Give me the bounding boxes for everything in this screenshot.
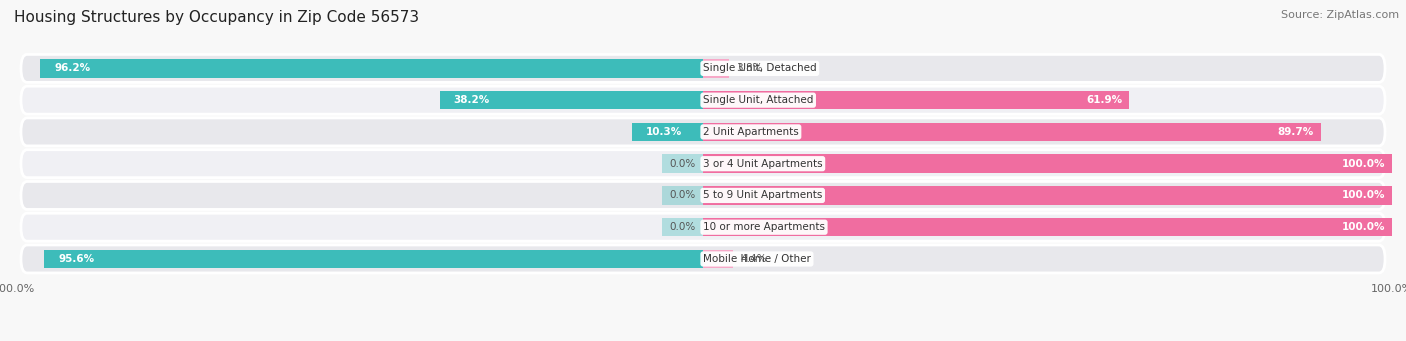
Text: 89.7%: 89.7% [1278,127,1315,137]
Text: Single Unit, Attached: Single Unit, Attached [703,95,814,105]
FancyBboxPatch shape [21,86,1385,114]
Text: 0.0%: 0.0% [669,222,696,232]
Text: 10 or more Apartments: 10 or more Apartments [703,222,825,232]
FancyBboxPatch shape [21,55,1385,83]
FancyBboxPatch shape [21,181,1385,209]
Bar [703,59,730,78]
Legend: Owner-occupied, Renter-occupied: Owner-occupied, Renter-occupied [576,339,830,341]
Text: 100.0%: 100.0% [1341,222,1385,232]
Text: 2 Unit Apartments: 2 Unit Apartments [703,127,799,137]
Text: Housing Structures by Occupancy in Zip Code 56573: Housing Structures by Occupancy in Zip C… [14,10,419,25]
Bar [45,250,703,268]
Text: 96.2%: 96.2% [53,63,90,73]
Text: 95.6%: 95.6% [58,254,94,264]
Bar [41,59,703,78]
FancyBboxPatch shape [21,245,1385,273]
Bar [703,250,734,268]
Text: 100.0%: 100.0% [1341,190,1385,201]
Bar [703,123,1322,141]
Text: 0.0%: 0.0% [669,159,696,169]
Bar [633,123,703,141]
FancyBboxPatch shape [21,118,1385,146]
Bar [662,186,703,205]
Text: Source: ZipAtlas.com: Source: ZipAtlas.com [1281,10,1399,20]
Text: 61.9%: 61.9% [1087,95,1122,105]
Text: 3 or 4 Unit Apartments: 3 or 4 Unit Apartments [703,159,823,169]
Text: 0.0%: 0.0% [669,190,696,201]
Bar [703,91,1129,109]
Text: 5 to 9 Unit Apartments: 5 to 9 Unit Apartments [703,190,823,201]
Bar [440,91,703,109]
Text: 4.4%: 4.4% [740,254,766,264]
Bar [703,186,1392,205]
Bar [662,154,703,173]
Text: 10.3%: 10.3% [645,127,682,137]
Bar [703,154,1392,173]
Bar [662,218,703,236]
Text: 100.0%: 100.0% [1341,159,1385,169]
Text: 38.2%: 38.2% [454,95,489,105]
Text: Single Unit, Detached: Single Unit, Detached [703,63,817,73]
Bar [703,218,1392,236]
Text: 3.8%: 3.8% [737,63,762,73]
Text: Mobile Home / Other: Mobile Home / Other [703,254,811,264]
FancyBboxPatch shape [21,150,1385,178]
FancyBboxPatch shape [21,213,1385,241]
